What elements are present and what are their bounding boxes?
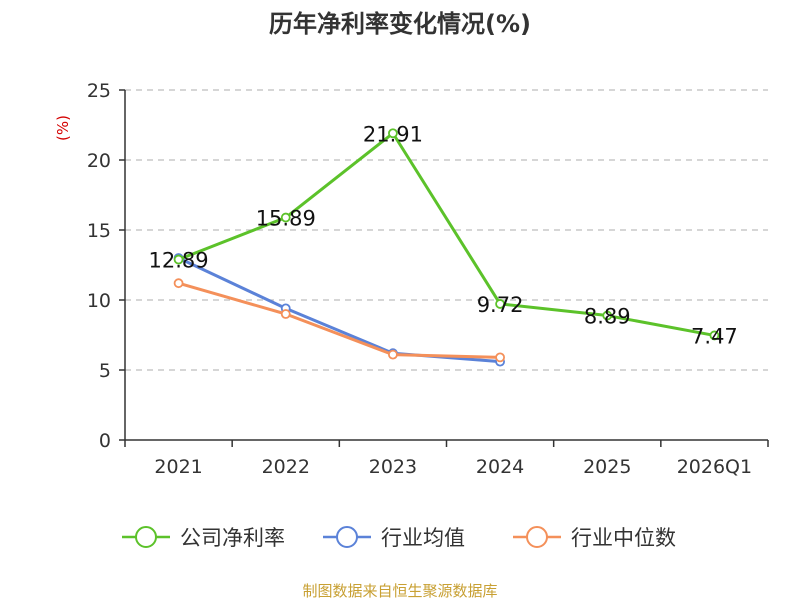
x-tick-label-2026Q1: 2026Q1 bbox=[677, 456, 752, 478]
series-line-3 bbox=[178, 281, 501, 359]
legend-marker-2 bbox=[336, 526, 358, 548]
series-1-point-1 bbox=[280, 212, 291, 223]
y-tick-label-25: 25 bbox=[87, 80, 111, 102]
y-tick-label-10: 10 bbox=[87, 290, 111, 312]
series-line-1 bbox=[178, 131, 715, 337]
series-1-point-0 bbox=[173, 254, 184, 265]
y-tick-label-0: 0 bbox=[99, 430, 111, 452]
series-line-2 bbox=[177, 256, 501, 364]
y-tick-label-5: 5 bbox=[99, 360, 111, 382]
series-3-point-1 bbox=[280, 309, 291, 319]
data-label-2024: 9.72 bbox=[477, 293, 524, 317]
series-3-point-2 bbox=[388, 349, 398, 360]
data-label-2021: 12.89 bbox=[149, 249, 209, 273]
x-tick-label-2025: 2025 bbox=[583, 456, 631, 478]
legend: 公司净利率 行业均值 行业中位数 bbox=[122, 526, 676, 550]
x-tick-label-2024: 2024 bbox=[476, 456, 524, 478]
data-label-2025: 8.89 bbox=[584, 305, 631, 329]
data-source: 制图数据来自恒生聚源数据库 bbox=[302, 582, 497, 600]
data-labels: 12.89 15.89 21.91 9.72 8.89 7.47 bbox=[149, 122, 738, 348]
series-1-point-4 bbox=[602, 310, 613, 321]
x-tick-label-2022: 2022 bbox=[262, 456, 310, 478]
x-tick-label-2021: 2021 bbox=[154, 456, 202, 478]
series-3-point-3 bbox=[495, 352, 505, 363]
series-1-point-2 bbox=[388, 128, 398, 139]
y-axis-unit: (%) bbox=[54, 115, 72, 141]
series-layer bbox=[173, 128, 720, 367]
data-label-2022: 15.89 bbox=[256, 207, 316, 231]
series-3-point-0 bbox=[173, 278, 184, 289]
data-label-2023: 21.91 bbox=[363, 122, 423, 146]
series-1-point-3 bbox=[495, 299, 505, 309]
legend-marker-1 bbox=[135, 526, 157, 548]
legend-label-3: 行业中位数 bbox=[571, 526, 676, 550]
x-tick-label-2023: 2023 bbox=[369, 456, 417, 478]
data-label-2026Q1: 7.47 bbox=[691, 324, 738, 348]
y-tick-label-15: 15 bbox=[87, 220, 111, 242]
legend-label-2: 行业均值 bbox=[381, 526, 465, 550]
legend-label-1: 公司净利率 bbox=[180, 526, 285, 550]
series-1-point-5 bbox=[709, 330, 720, 341]
chart-title: 历年净利率变化情况(%) bbox=[269, 10, 531, 38]
legend-marker-3 bbox=[526, 526, 548, 548]
gridlines bbox=[125, 89, 768, 371]
y-tick-label-20: 20 bbox=[87, 150, 111, 172]
